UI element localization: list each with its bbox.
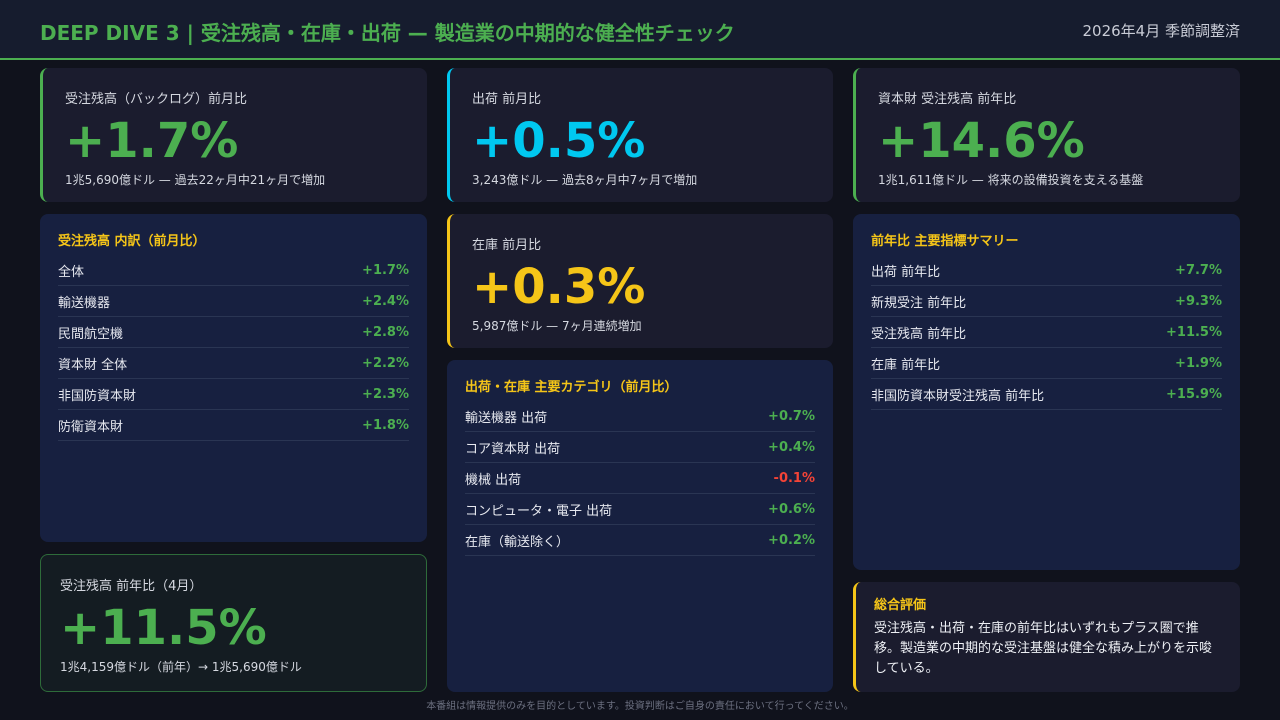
row-label: コンピュータ・電子 出荷 <box>465 503 613 519</box>
kpi-card: 在庫 前月比 +0.3% 5,987億ドル — 7ヶ月連続増加 <box>447 214 833 348</box>
row-value: +2.2% <box>362 355 409 371</box>
row-label: 新規受注 前年比 <box>871 295 967 311</box>
row-label: 民間航空機 <box>58 326 124 342</box>
title: DEEP DIVE 3 | 受注残高・在庫・出荷 — 製造業の中期的な健全性チェ… <box>40 21 735 45</box>
kpi-value: +0.5% <box>472 113 646 169</box>
list-row: 受注残高 前年比 +11.5% <box>871 317 1222 348</box>
kpi-value: +11.5% <box>60 600 267 656</box>
row-label: 機械 出荷 <box>465 472 522 488</box>
kpi-label: 在庫 前月比 <box>472 238 542 253</box>
list-row: 在庫（輸送除く） +0.2% <box>465 525 815 556</box>
row-value: +1.7% <box>362 262 409 278</box>
list-row: 輸送機器 +2.4% <box>58 286 409 317</box>
kpi-note: 1兆5,690億ドル — 過去22ヶ月中21ヶ月で増加 <box>65 173 326 187</box>
footer: 本番組は情報提供のみを目的としています。投資判断はご自身の責任において行ってくだ… <box>426 701 854 712</box>
row-label: 資本財 全体 <box>58 357 128 373</box>
header: DEEP DIVE 3 | 受注残高・在庫・出荷 — 製造業の中期的な健全性チェ… <box>0 0 1280 60</box>
list-row: 輸送機器 出荷 +0.7% <box>465 401 815 432</box>
kpi-note: 1兆4,159億ドル（前年）→ 1兆5,690億ドル <box>60 660 302 674</box>
row-label: 受注残高 前年比 <box>871 326 967 342</box>
row-value: +0.2% <box>768 532 815 548</box>
summary-card: 総合評価 受注残高・出荷・在庫の前年比はいずれもプラス圏で推移。製造業の中期的な… <box>853 582 1240 692</box>
list-row: 民間航空機 +2.8% <box>58 317 409 348</box>
row-value: +15.9% <box>1166 386 1222 402</box>
row-value: +2.3% <box>362 386 409 402</box>
row-value: +2.4% <box>362 293 409 309</box>
list-row: 出荷 前年比 +7.7% <box>871 255 1222 286</box>
list-title: 出荷・在庫 主要カテゴリ（前月比） <box>465 380 678 395</box>
list-card: 受注残高 内訳（前月比） 全体 +1.7% 輸送機器 +2.4% 民間航空機 +2.8% 資本… <box>40 214 427 542</box>
row-label: 非国防資本財受注残高 前年比 <box>871 388 1045 404</box>
list-card: 前年比 主要指標サマリー 出荷 前年比 +7.7% 新規受注 前年比 +9.3% 受注残高… <box>853 214 1240 570</box>
row-value: -0.1% <box>773 470 815 486</box>
list-row: 非国防資本財 +2.3% <box>58 379 409 410</box>
row-label: 輸送機器 <box>58 295 111 311</box>
kpi-note: 1兆1,611億ドル — 将来の設備投資を支える基盤 <box>878 173 1144 187</box>
row-value: +9.3% <box>1175 293 1222 309</box>
kpi-label: 受注残高 前年比（4月） <box>60 579 203 594</box>
kpi-card: 受注残高（バックログ）前月比 +1.7% 1兆5,690億ドル — 過去22ヶ月… <box>40 68 427 202</box>
list-row: 在庫 前年比 +1.9% <box>871 348 1222 379</box>
row-label: 非国防資本財 <box>58 388 137 404</box>
row-label: 在庫（輸送除く） <box>465 534 570 550</box>
row-value: +1.9% <box>1175 355 1222 371</box>
row-label: 防衛資本財 <box>58 419 124 435</box>
kpi-note: 3,243億ドル — 過去8ヶ月中7ヶ月で増加 <box>472 173 698 187</box>
row-value: +0.7% <box>768 408 815 424</box>
kpi-label: 出荷 前月比 <box>472 92 542 107</box>
kpi-card: 出荷 前月比 +0.5% 3,243億ドル — 過去8ヶ月中7ヶ月で増加 <box>447 68 833 202</box>
list-row: 非国防資本財受注残高 前年比 +15.9% <box>871 379 1222 410</box>
list-title: 受注残高 内訳（前月比） <box>58 234 206 249</box>
list-row: コア資本財 出荷 +0.4% <box>465 432 815 463</box>
kpi-value: +14.6% <box>878 113 1085 169</box>
kpi-value: +1.7% <box>65 113 239 169</box>
list-title: 前年比 主要指標サマリー <box>871 234 1019 249</box>
date: 2026年4月 季節調整済 <box>1082 22 1241 40</box>
kpi-card: 受注残高 前年比（4月） +11.5% 1兆4,159億ドル（前年）→ 1兆5,… <box>40 554 427 692</box>
row-label: 全体 <box>58 264 85 280</box>
row-value: +0.4% <box>768 439 815 455</box>
summary-title: 総合評価 <box>874 598 927 613</box>
kpi-value: +0.3% <box>472 259 646 315</box>
list-row: 新規受注 前年比 +9.3% <box>871 286 1222 317</box>
list-row: 機械 出荷 -0.1% <box>465 463 815 494</box>
row-value: +7.7% <box>1175 262 1222 278</box>
kpi-note: 5,987億ドル — 7ヶ月連続増加 <box>472 319 642 333</box>
row-value: +0.6% <box>768 501 815 517</box>
kpi-label: 資本財 受注残高 前年比 <box>878 92 1017 107</box>
list-row: 全体 +1.7% <box>58 255 409 286</box>
kpi-card: 資本財 受注残高 前年比 +14.6% 1兆1,611億ドル — 将来の設備投資… <box>853 68 1240 202</box>
list-card: 出荷・在庫 主要カテゴリ（前月比） 輸送機器 出荷 +0.7% コア資本財 出荷 +0.… <box>447 360 833 692</box>
list-row: 防衛資本財 +1.8% <box>58 410 409 441</box>
row-label: 出荷 前年比 <box>871 264 941 280</box>
summary-text: 受注残高・出荷・在庫の前年比はいずれもプラス圏で推移。製造業の中期的な受注基盤は… <box>874 621 1213 676</box>
row-value: +11.5% <box>1166 324 1222 340</box>
row-value: +2.8% <box>362 324 409 340</box>
row-label: 輸送機器 出荷 <box>465 410 548 426</box>
list-row: コンピュータ・電子 出荷 +0.6% <box>465 494 815 525</box>
kpi-label: 受注残高（バックログ）前月比 <box>65 92 248 107</box>
row-value: +1.8% <box>362 417 409 433</box>
list-row: 資本財 全体 +2.2% <box>58 348 409 379</box>
row-label: コア資本財 出荷 <box>465 441 561 457</box>
row-label: 在庫 前年比 <box>871 357 941 373</box>
